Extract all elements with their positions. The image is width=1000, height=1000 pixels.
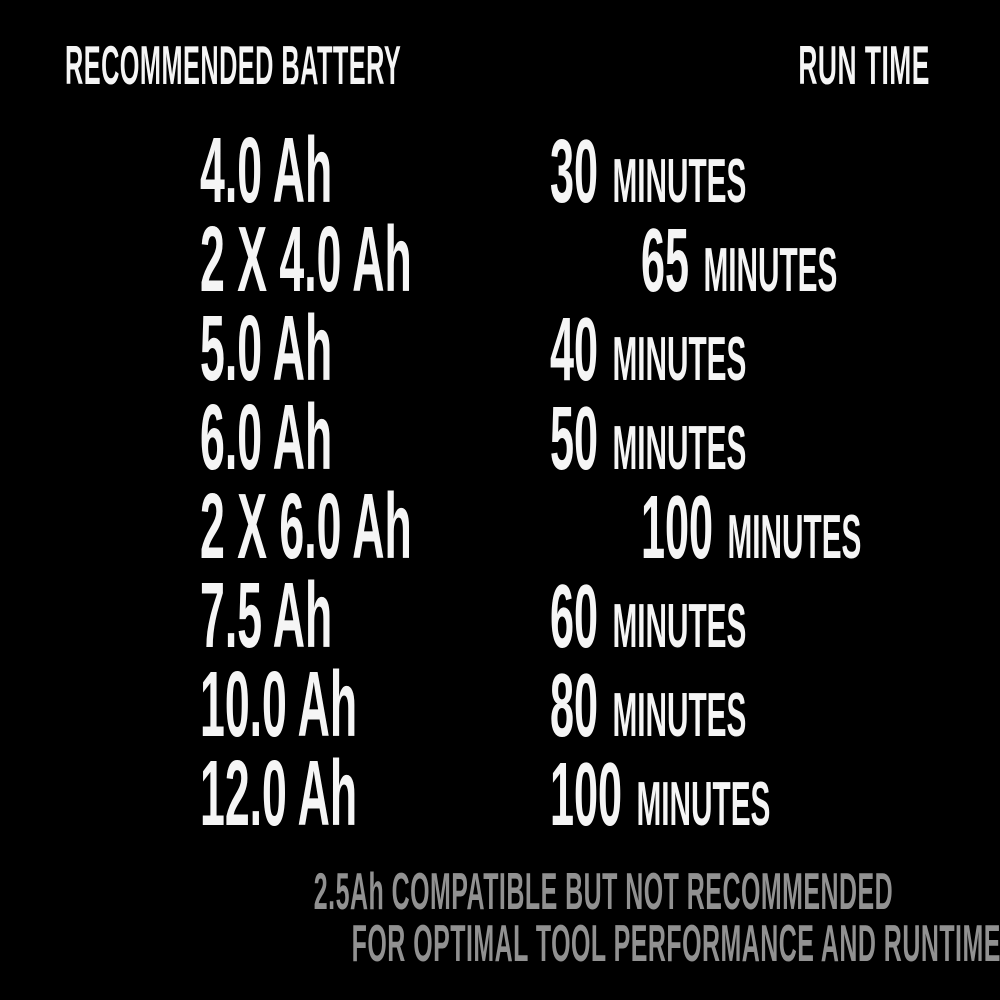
footnote-line-2: FOR OPTIMAL TOOL PERFORMANCE AND RUNTIME [351,915,1000,973]
battery-size-value: 2 X 4.0 Ah [200,207,412,311]
runtime-minutes-unit: MINUTES [636,770,771,839]
table-row: 6.0 Ah 50 MINUTES [0,385,1000,489]
runtime-minutes-unit: MINUTES [612,592,747,661]
battery-table: 4.0 Ah 30 MINUTES 2 X 4.0 Ah 65 MINUTES 5.… [0,118,1000,845]
runtime-cell: 40 MINUTES [550,305,747,395]
runtime-cell: 30 MINUTES [550,127,747,217]
runtime-minutes-value: 80 [550,656,599,756]
runtime-minutes-value: 40 [550,300,599,400]
runtime-cell: 100 MINUTES [550,750,771,840]
runtime-minutes-value: 60 [550,567,599,667]
runtime-minutes-unit: MINUTES [703,236,838,305]
runtime-cell: 65 MINUTES [641,216,838,306]
table-row: 7.5 Ah 60 MINUTES [0,563,1000,667]
runtime-cell: 60 MINUTES [550,572,747,662]
table-row: 5.0 Ah 40 MINUTES [0,296,1000,400]
runtime-minutes-unit: MINUTES [612,681,747,750]
table-row: 12.0 Ah 100 MINUTES [0,741,1000,845]
battery-size-value: 10.0 Ah [200,652,358,756]
compatibility-footnote: 2.5Ah COMPATIBLE BUT NOT RECOMMENDED FOR… [0,866,1000,970]
runtime-cell: 100 MINUTES [641,483,862,573]
run-time-header: RUN TIME [798,34,930,96]
battery-size-value: 12.0 Ah [200,741,358,845]
table-row: 2 X 6.0 Ah 100 MINUTES [0,474,1000,578]
battery-size-value: 2 X 6.0 Ah [200,474,412,578]
runtime-cell: 80 MINUTES [550,661,747,751]
runtime-minutes-unit: MINUTES [612,414,747,483]
battery-size-value: 6.0 Ah [200,385,333,489]
runtime-minutes-value: 50 [550,389,599,489]
table-row: 2 X 4.0 Ah 65 MINUTES [0,207,1000,311]
runtime-minutes-value: 65 [641,211,690,311]
footnote-line-1: 2.5Ah COMPATIBLE BUT NOT RECOMMENDED [313,863,894,921]
recommended-battery-header: RECOMMENDED BATTERY [65,34,402,96]
table-row: 10.0 Ah 80 MINUTES [0,652,1000,756]
runtime-minutes-value: 30 [550,122,599,222]
runtime-minutes-unit: MINUTES [612,325,747,394]
runtime-minutes-unit: MINUTES [727,503,862,572]
battery-size-value: 7.5 Ah [200,563,333,667]
runtime-cell: 50 MINUTES [550,394,747,484]
battery-size-value: 5.0 Ah [200,296,333,400]
runtime-minutes-unit: MINUTES [612,147,747,216]
battery-size-value: 4.0 Ah [200,118,333,222]
runtime-minutes-value: 100 [641,478,714,578]
table-row: 4.0 Ah 30 MINUTES [0,118,1000,222]
runtime-minutes-value: 100 [550,745,623,845]
